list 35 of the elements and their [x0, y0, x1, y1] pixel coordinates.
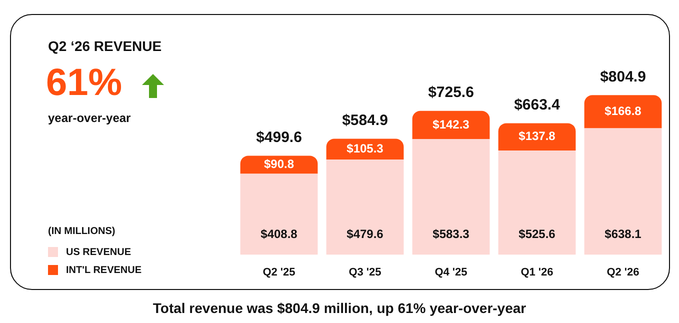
- text: Total revenue was $804.9 million, up 61% year-over-year: [152, 300, 528, 316]
- legend-label: INT'L REVENUE: [65, 264, 142, 278]
- bar: [326, 160, 404, 255]
- bar: [412, 139, 490, 255]
- x-tick-label: Q1 '26: [520, 266, 554, 278]
- data-label: $105.3: [346, 142, 384, 156]
- x-tick-label: Q4 '25: [434, 266, 468, 278]
- data-label: $166.8: [604, 104, 642, 118]
- total-label: $804.9: [600, 68, 646, 86]
- legend-label: US REVENUE: [65, 246, 132, 260]
- chart-subtitle: 61%: [46, 62, 122, 105]
- text: Q2 ‘26 REVENUE: [48, 38, 162, 54]
- bar: [584, 95, 662, 128]
- data-label: $583.3: [432, 227, 470, 242]
- data-label: $137.8: [518, 129, 556, 144]
- bar: [498, 123, 576, 151]
- bar: [412, 110, 490, 140]
- data-label: $525.6: [518, 227, 556, 242]
- total-label: $663.4: [514, 96, 561, 114]
- data-label: $142.3: [432, 117, 470, 132]
- x-tick-label: Q3 '25: [348, 266, 382, 278]
- bar: [498, 150, 576, 255]
- data-label: $90.8: [264, 157, 294, 172]
- legend-title: (IN MILLIONS): [48, 226, 116, 237]
- data-label: $479.6: [346, 227, 384, 242]
- x-tick-label: Q2 '26: [606, 266, 640, 278]
- x-tick-label: Q2 '25: [262, 266, 296, 278]
- total-label: $499.6: [256, 128, 302, 146]
- text: year-over-year: [48, 111, 131, 125]
- bar: [584, 128, 662, 255]
- total-label: $584.9: [342, 112, 388, 129]
- total-label: $725.6: [428, 84, 474, 101]
- data-label: $638.1: [604, 227, 642, 242]
- bar: [240, 174, 318, 255]
- data-label: $408.8: [260, 227, 298, 242]
